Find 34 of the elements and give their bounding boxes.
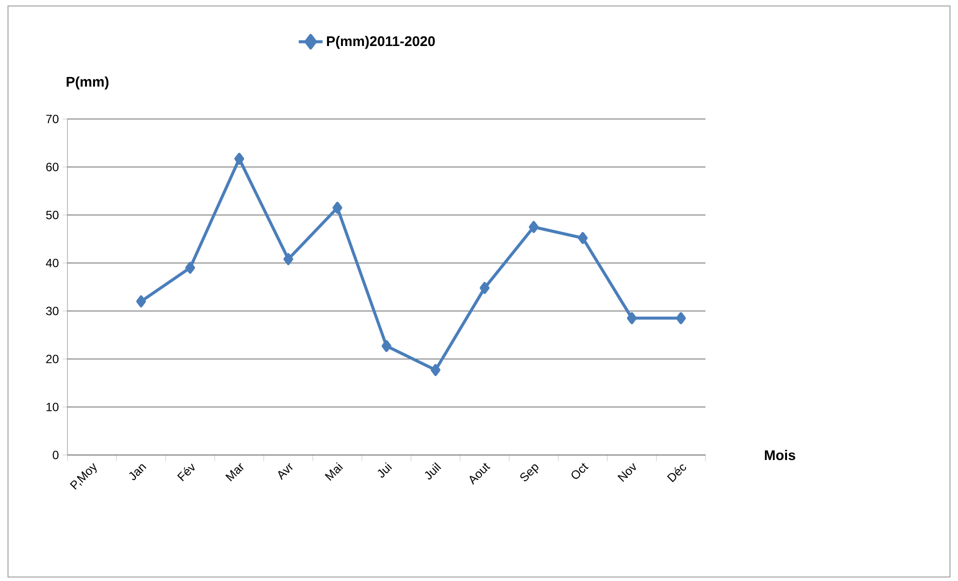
y-tick-label: 30 bbox=[46, 306, 58, 316]
x-tick-label: Avr bbox=[278, 463, 293, 480]
x-axis-title: Mois bbox=[764, 450, 796, 460]
x-tick-label: Oct bbox=[572, 463, 589, 479]
x-tick-label: Sep bbox=[520, 464, 538, 482]
point bbox=[578, 232, 588, 244]
legend-label: P(mm)2011-2020 bbox=[327, 36, 435, 49]
point bbox=[185, 262, 196, 274]
x-tick-label: Mar bbox=[225, 463, 244, 482]
y-tick-label: 40 bbox=[46, 258, 58, 268]
y-tick-label: 60 bbox=[46, 162, 58, 172]
point bbox=[234, 152, 244, 165]
point bbox=[382, 340, 392, 352]
x-tick-label: Nov bbox=[618, 463, 636, 482]
y-tick-label: 50 bbox=[46, 210, 58, 220]
x-tick-label: Jui bbox=[378, 462, 392, 478]
point bbox=[283, 253, 294, 266]
y-axis-title: P(mm) bbox=[66, 76, 108, 90]
point bbox=[480, 282, 490, 294]
point bbox=[430, 364, 440, 376]
y-tick-label: 20 bbox=[46, 354, 58, 364]
y-tick-label: 70 bbox=[46, 114, 58, 124]
x-tick-label: Jan bbox=[129, 464, 146, 480]
x-tick-label: Fév bbox=[177, 463, 195, 482]
point bbox=[626, 312, 637, 324]
x-tick-label: Juil bbox=[424, 462, 442, 480]
y-tick-label: 10 bbox=[46, 402, 58, 412]
point bbox=[332, 202, 342, 214]
x-tick-label: Mai bbox=[324, 462, 343, 481]
point bbox=[528, 220, 539, 233]
y-tick-label: 0 bbox=[52, 450, 58, 460]
point bbox=[676, 312, 686, 324]
point bbox=[136, 295, 146, 308]
x-tick-label: Déc bbox=[667, 464, 686, 482]
